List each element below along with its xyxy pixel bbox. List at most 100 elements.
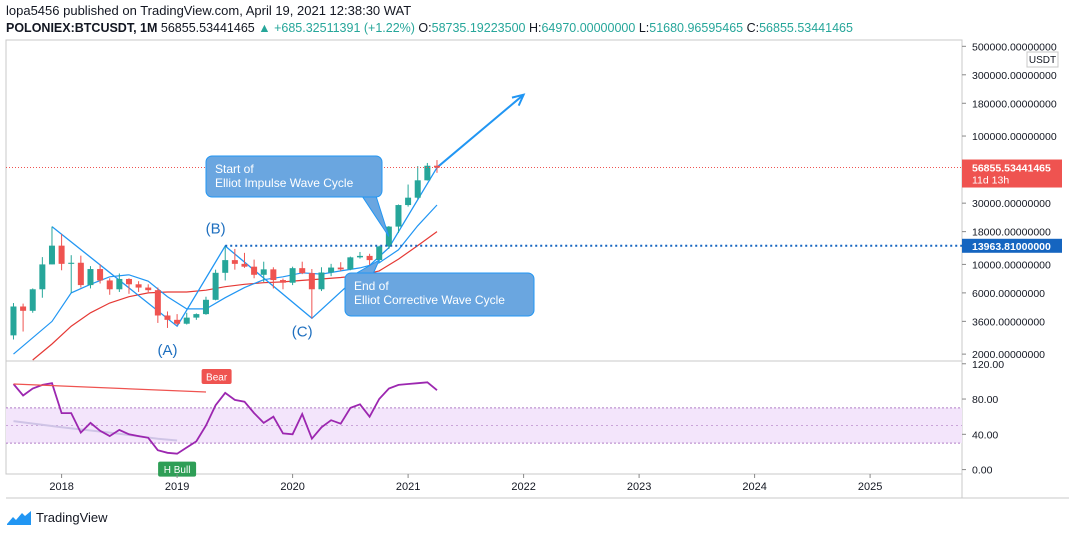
callout-pointer — [354, 258, 381, 275]
candle — [260, 261, 267, 282]
y-tick-label: 2000.00000000 — [972, 349, 1045, 361]
tradingview-footer[interactable]: TradingView — [6, 510, 108, 525]
y-tick-label: 18000.00000000 — [972, 227, 1051, 239]
low-value: 51680.96595465 — [649, 21, 744, 35]
y-tick-label: 10000.00000000 — [972, 259, 1051, 271]
candle — [318, 267, 325, 292]
candle — [366, 253, 373, 265]
candle — [376, 245, 383, 263]
rsi-band — [6, 407, 962, 444]
close-label: C: — [746, 21, 760, 35]
candle — [164, 311, 171, 328]
candle-body — [328, 267, 335, 273]
candle-body — [29, 289, 36, 311]
candle-body — [231, 260, 238, 264]
candle — [395, 204, 402, 233]
open-value: 58735.19223500 — [431, 21, 526, 35]
candle-body — [87, 269, 94, 286]
candle — [405, 184, 412, 207]
candle-body — [202, 299, 209, 315]
x-tick-label: 2024 — [742, 481, 766, 493]
candle-body — [251, 266, 258, 275]
callout-line-1: End of — [354, 279, 389, 293]
projection-arrow — [436, 93, 525, 169]
candle-body — [97, 269, 104, 281]
x-tick-label: 2018 — [49, 481, 73, 493]
candle-body — [347, 257, 354, 270]
candle-body — [154, 290, 161, 316]
candle — [202, 296, 209, 315]
candle — [39, 257, 46, 298]
wave-label: (A) — [157, 342, 177, 359]
candle — [97, 264, 104, 284]
candle-body — [376, 246, 383, 261]
candle-body — [174, 319, 181, 324]
candle — [356, 251, 363, 259]
candle-body — [308, 273, 315, 290]
callout-line-1: Start of — [215, 162, 254, 176]
candle-body — [10, 306, 17, 336]
candle-body — [222, 260, 229, 273]
wave-label: (B) — [206, 221, 226, 238]
y-tick-label: 300000.00000000 — [972, 70, 1057, 82]
candle-body — [424, 165, 431, 181]
candle — [106, 278, 113, 295]
candle-body — [68, 262, 75, 264]
currency-badge — [1026, 51, 1059, 68]
candle — [174, 314, 181, 326]
rsi-y-tick-label: 40.00 — [972, 429, 998, 441]
publisher-line: lopa5456 published on TradingView.com, A… — [6, 3, 412, 18]
last-price: 56855.53441465 — [160, 21, 255, 35]
candle — [270, 267, 277, 289]
projection-arrow-head — [511, 93, 526, 107]
rsi-y-tick-label: 80.00 — [972, 394, 998, 406]
callout-box — [205, 155, 383, 198]
high-value: 64970.00000000 — [541, 21, 636, 35]
candle-body — [39, 264, 46, 290]
candle — [10, 303, 17, 340]
candle — [347, 256, 354, 271]
bearish-divergence-line — [13, 383, 207, 393]
candle — [212, 269, 219, 301]
candle-body — [164, 315, 171, 320]
bear-label-box — [201, 368, 232, 384]
symbol-info-bar: POLONIEX:BTCUSDT, 1M 56855.53441465 ▲ +6… — [6, 21, 853, 35]
x-tick-label: 2025 — [858, 481, 882, 493]
level-tag — [962, 238, 1062, 253]
open-label: O: — [418, 21, 432, 35]
candle-body — [183, 317, 190, 324]
candle-body — [337, 267, 344, 270]
y-tick-label: 180000.00000000 — [972, 98, 1057, 110]
candle — [308, 269, 315, 319]
candle-body — [356, 255, 363, 258]
x-tick-label: 2021 — [396, 481, 420, 493]
callout-line-2: Elliot Impulse Wave Cycle — [215, 176, 354, 190]
candle — [251, 259, 258, 279]
candle-body — [318, 272, 325, 290]
level-tag-value: 13963.81000000 — [972, 241, 1051, 253]
candle-body — [48, 245, 55, 265]
candle — [337, 262, 344, 271]
candle-body — [20, 306, 27, 311]
candle — [183, 312, 190, 325]
candle-body — [145, 287, 152, 291]
candle — [241, 252, 248, 268]
callout-line-2: Elliot Corrective Wave Cycle — [354, 293, 505, 307]
candle — [433, 160, 440, 173]
tradingview-brand: TradingView — [36, 510, 108, 525]
candle-body — [260, 269, 267, 275]
bull-label-text: H Bull — [164, 465, 191, 476]
bear-label-text: Bear — [206, 372, 228, 383]
candle — [87, 266, 94, 289]
candle — [279, 278, 286, 290]
rsi-line — [12, 381, 438, 455]
candle — [116, 273, 123, 292]
candle-body — [279, 280, 286, 283]
candle — [414, 166, 421, 199]
rsi-y-tick-label: 0.00 — [972, 465, 993, 477]
symbol-name[interactable]: POLONIEX:BTCUSDT, 1M — [6, 21, 158, 35]
candle-body — [212, 272, 219, 300]
candle — [20, 303, 27, 332]
